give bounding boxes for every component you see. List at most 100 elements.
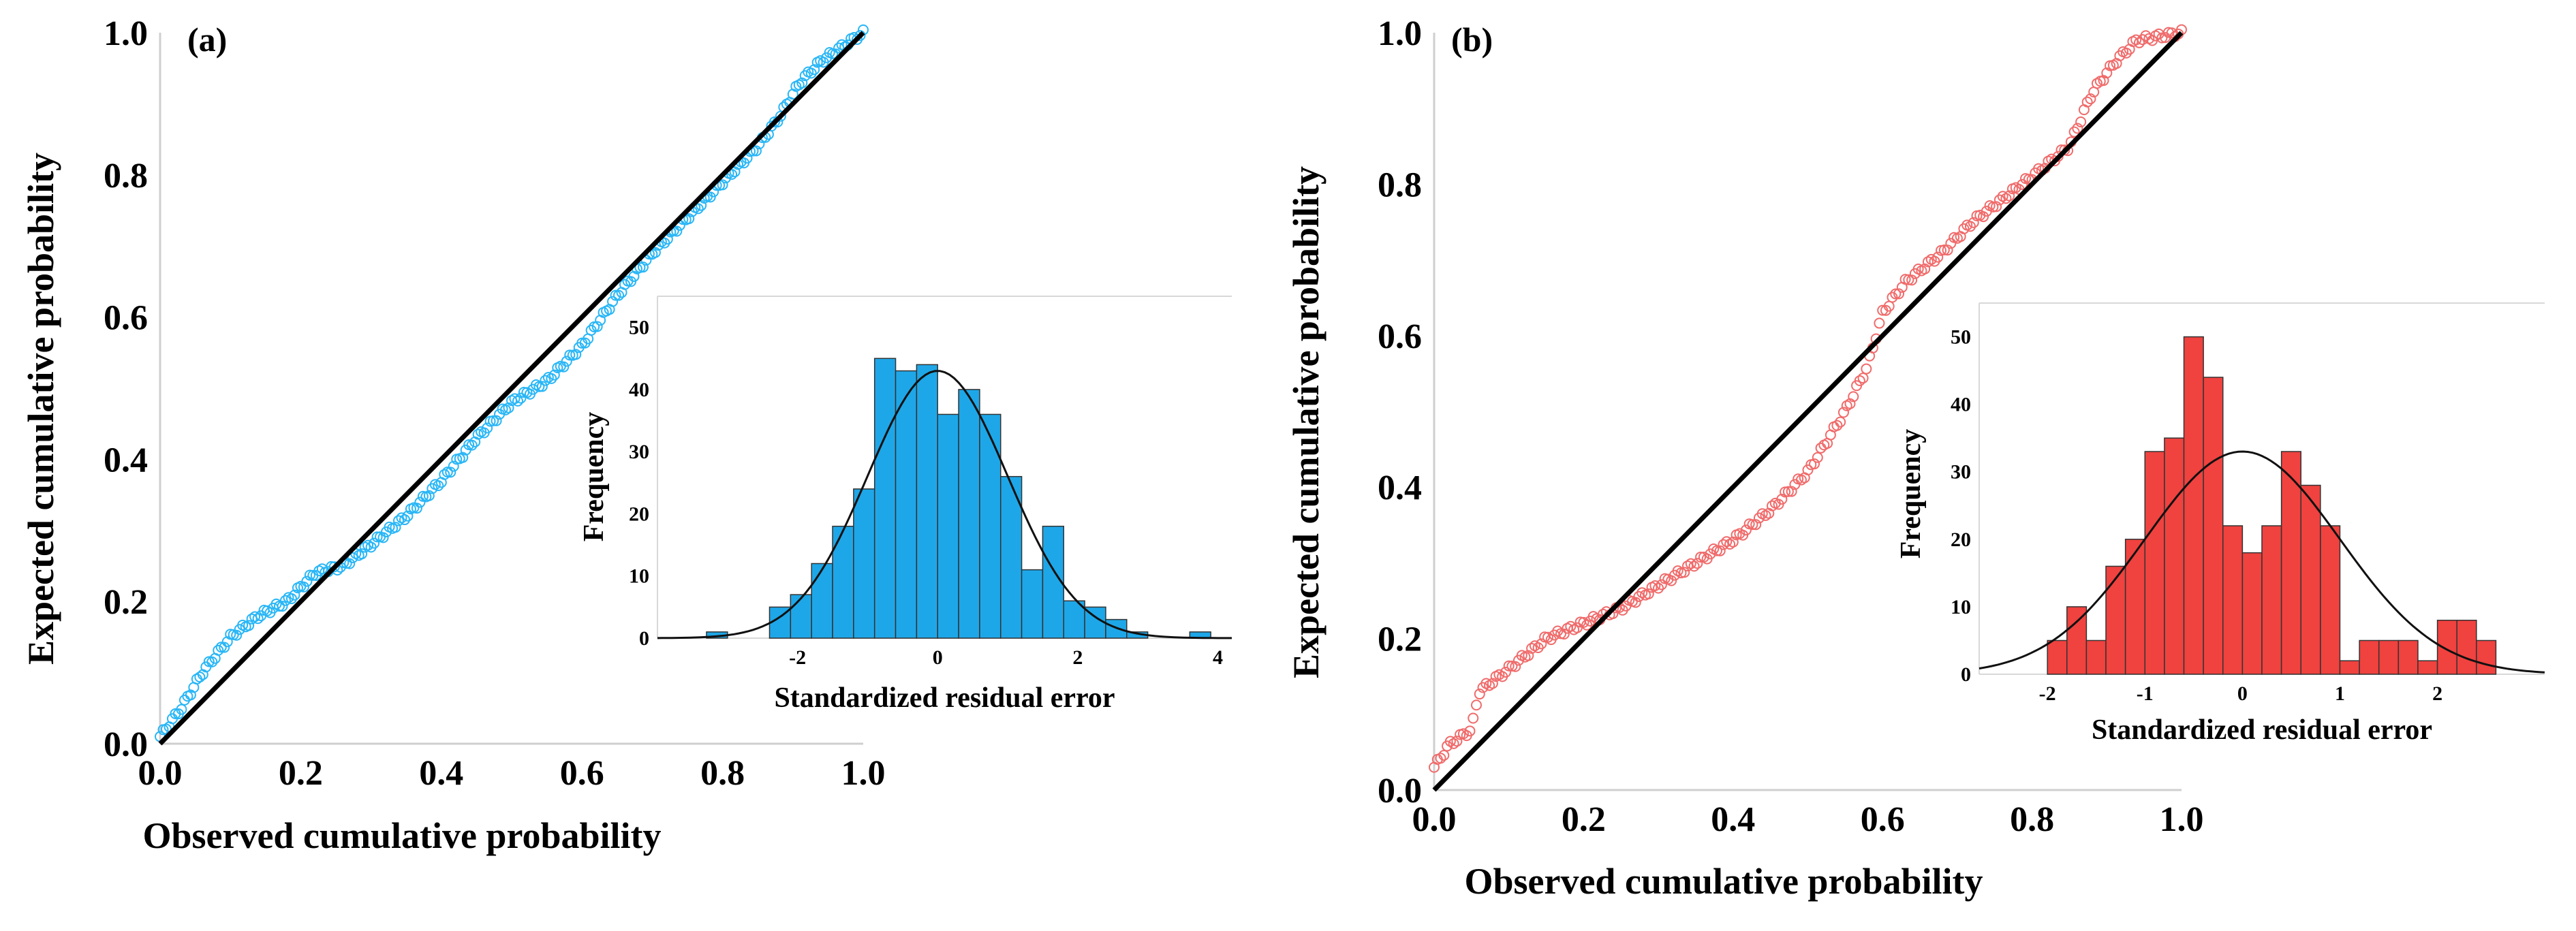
- pp-point: [1848, 391, 1859, 403]
- pp-point: [692, 203, 704, 215]
- pp-point: [1503, 660, 1515, 672]
- histogram-bar: [2359, 640, 2380, 675]
- pp-point: [1844, 398, 1856, 409]
- pp-point: [1987, 201, 1999, 212]
- pp-point: [252, 613, 264, 625]
- pp-point: [2120, 47, 2132, 59]
- histogram-bar: [2085, 640, 2107, 675]
- pp-point: [503, 402, 514, 413]
- inset-y-tick-label: 20: [1951, 528, 1971, 551]
- inset-y-tick-label: 40: [1951, 394, 1971, 416]
- pp-point: [1835, 416, 1846, 428]
- pp-point: [1727, 536, 1739, 548]
- pp-point: [1692, 558, 1703, 569]
- pp-point: [854, 30, 866, 42]
- pp-point: [392, 515, 404, 526]
- pp-point: [1938, 244, 1950, 255]
- inset-x-axis-label: Standardized residual error: [774, 682, 1115, 714]
- pp-plot-b: 0.0 0.2 0.4 0.6 0.8 1.0 0.0 0.2 0.4 0.6 0.8 1.0: [1378, 14, 2204, 839]
- y-tick-label: 0.0: [1378, 772, 1422, 810]
- inset-y-tick-label: 20: [629, 503, 649, 525]
- pp-point: [1653, 582, 1664, 594]
- pp-point: [2004, 190, 2015, 202]
- histogram-bar: [2222, 525, 2244, 675]
- x-axis-label-b: Observed cumulative probability: [1464, 861, 1983, 902]
- pp-point: [1903, 274, 1914, 285]
- pp-point: [1776, 494, 1788, 505]
- pp-point: [2081, 96, 2093, 108]
- pp-point: [1809, 458, 1820, 470]
- pp-point: [1978, 211, 1989, 223]
- pp-point: [2052, 151, 2064, 162]
- pp-point: [1474, 689, 1485, 700]
- pp-point: [561, 356, 572, 367]
- y-axis-label-a: Expected cumulative probability: [20, 153, 61, 665]
- pp-point: [285, 593, 297, 605]
- x-tick-label: 0.6: [560, 754, 604, 793]
- histogram-bar: [2144, 451, 2165, 675]
- pp-point: [273, 600, 285, 612]
- reference-line: [1432, 31, 2184, 792]
- pp-point: [750, 145, 762, 157]
- histogram-bar: [2397, 640, 2419, 675]
- pp-point: [466, 439, 478, 451]
- pp-point: [637, 262, 649, 273]
- normal-curve: [657, 370, 1232, 640]
- pp-point: [206, 656, 218, 667]
- histogram-bar: [979, 413, 1002, 639]
- histogram-bar: [2241, 552, 2263, 675]
- inset-x-tick-label: 2: [1072, 646, 1083, 669]
- pp-point: [2166, 27, 2177, 39]
- pp-point: [1964, 221, 1976, 232]
- x-axis-label-a: Observed cumulative probability: [142, 815, 661, 856]
- y-tick-label: 0.4: [104, 441, 148, 479]
- pp-point: [1782, 486, 1794, 497]
- pp-point: [1786, 486, 1797, 497]
- inset-y-tick-label: 0: [1961, 663, 1971, 686]
- pp-point: [1636, 587, 1648, 599]
- histogram-bar: [937, 413, 959, 639]
- pp-point: [1536, 638, 1547, 650]
- histogram-bar: [2436, 619, 2457, 675]
- histogram-bar: [2047, 640, 2068, 675]
- inset-x-tick-label: -1: [2137, 682, 2154, 705]
- pp-point: [2075, 116, 2087, 128]
- pp-point: [457, 452, 469, 463]
- reference-line: [158, 31, 865, 746]
- y-tick-label: 1.0: [104, 14, 148, 53]
- pp-point: [1721, 536, 1733, 548]
- inset-y-tick-label: 10: [629, 565, 649, 588]
- histogram-bar: [873, 358, 897, 639]
- pp-point: [472, 428, 484, 440]
- pp-point: [619, 279, 631, 290]
- pp-point: [1714, 545, 1726, 556]
- pp-point: [729, 166, 741, 178]
- y-tick-label: 0.6: [1378, 317, 1422, 356]
- pp-point: [411, 503, 422, 514]
- pp-point: [277, 601, 288, 612]
- histogram-bar: [790, 594, 812, 639]
- pp-point: [1630, 597, 1641, 608]
- pp-point: [1679, 567, 1690, 578]
- pp-point: [1552, 625, 1564, 637]
- pp-point: [194, 672, 206, 683]
- pp-point: [1890, 288, 1902, 300]
- pp-point: [836, 39, 848, 50]
- histogram-bar: [832, 525, 854, 639]
- pp-point: [448, 460, 459, 472]
- histogram-bar: [999, 475, 1023, 639]
- inset-x-tick-label: 0: [2237, 682, 2248, 705]
- y-axis-label-b: Expected cumulative probability: [1286, 166, 1326, 678]
- inset-y-axis-label: Frequency: [1895, 429, 1927, 559]
- pp-point: [1747, 519, 1758, 531]
- inset-x-tick-label: 4: [1213, 646, 1223, 669]
- pp-point: [1471, 699, 1483, 711]
- pp-point: [231, 629, 243, 641]
- inset-x-tick-label: -2: [789, 646, 806, 669]
- pp-point: [1565, 620, 1577, 632]
- pp-point: [2101, 67, 2113, 79]
- normal-curve: [1978, 450, 2545, 674]
- pp-point: [270, 598, 282, 610]
- x-tick-label: 0.2: [279, 754, 323, 793]
